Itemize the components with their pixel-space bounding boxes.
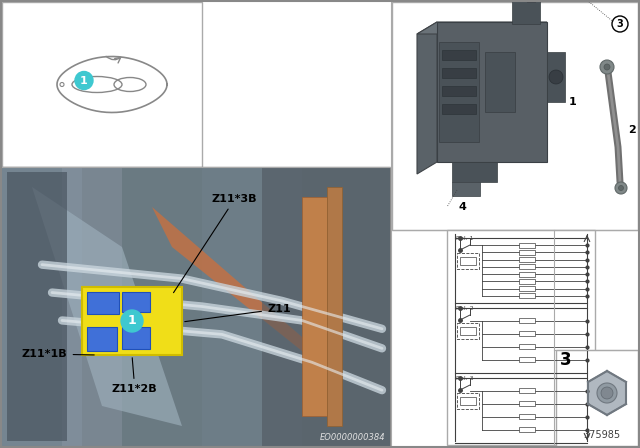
Bar [202,167,302,446]
Text: 2: 2 [628,125,636,135]
Bar [512,0,540,24]
Bar [457,393,479,409]
Bar [519,319,535,323]
Bar [392,2,638,230]
Circle shape [618,185,623,190]
Bar [452,182,480,196]
Circle shape [549,70,563,84]
Bar [519,358,535,362]
Circle shape [600,60,614,74]
Circle shape [121,310,143,332]
Bar [62,167,122,446]
Bar [2,2,202,167]
Bar [519,401,535,406]
Bar [519,414,535,419]
Bar [447,230,595,445]
Bar [82,287,182,355]
Bar [519,345,535,349]
Text: Z11: Z11 [185,304,291,322]
Bar [2,167,82,446]
Bar [519,264,535,269]
Text: 3: 3 [560,351,572,369]
Circle shape [597,383,617,403]
Bar [519,271,535,276]
Text: 1: 1 [80,76,88,86]
Bar [460,257,476,265]
Text: Z11*2B: Z11*2B [112,358,157,394]
Text: 375985: 375985 [584,430,621,440]
Bar [519,332,535,336]
Bar [2,167,390,446]
Bar [519,293,535,298]
Polygon shape [152,207,322,367]
Bar [519,243,535,248]
Bar [122,292,150,312]
Circle shape [75,72,93,90]
Bar [485,52,515,112]
Bar [327,187,342,426]
Text: Rel. 3: Rel. 3 [456,376,474,381]
Bar [302,197,327,416]
Text: 4: 4 [458,202,466,212]
Polygon shape [417,22,547,34]
Text: EO0000000384: EO0000000384 [319,433,385,442]
Text: Rel. 1: Rel. 1 [456,236,474,241]
Bar [442,68,476,78]
Bar [519,250,535,255]
Bar [519,257,535,262]
Bar [527,0,535,2]
Bar [452,162,497,182]
Bar [460,327,476,335]
Text: 1: 1 [127,314,136,327]
Bar [519,279,535,284]
Bar [7,172,67,441]
Bar [547,52,565,102]
Bar [442,86,476,96]
Bar [437,22,547,162]
Text: Rel. 2: Rel. 2 [456,306,474,311]
Bar [87,292,119,314]
Bar [457,253,479,269]
Bar [87,327,117,351]
Bar [442,104,476,114]
Bar [519,388,535,393]
Bar [262,167,390,446]
Circle shape [615,182,627,194]
Bar [122,327,150,349]
Bar [439,42,479,142]
Circle shape [601,387,613,399]
Polygon shape [588,371,626,415]
Text: 1: 1 [569,97,577,107]
Circle shape [604,64,610,70]
Bar [2,167,390,446]
Bar [519,427,535,432]
Bar [457,323,479,339]
Polygon shape [417,22,437,174]
Text: Z11*1B: Z11*1B [22,349,94,359]
Bar [519,286,535,291]
Text: 3: 3 [616,19,623,29]
Bar [460,397,476,405]
Bar [442,50,476,60]
Circle shape [612,16,628,32]
Text: Z11*3B: Z11*3B [173,194,257,293]
Bar [556,350,638,446]
Polygon shape [32,187,182,426]
